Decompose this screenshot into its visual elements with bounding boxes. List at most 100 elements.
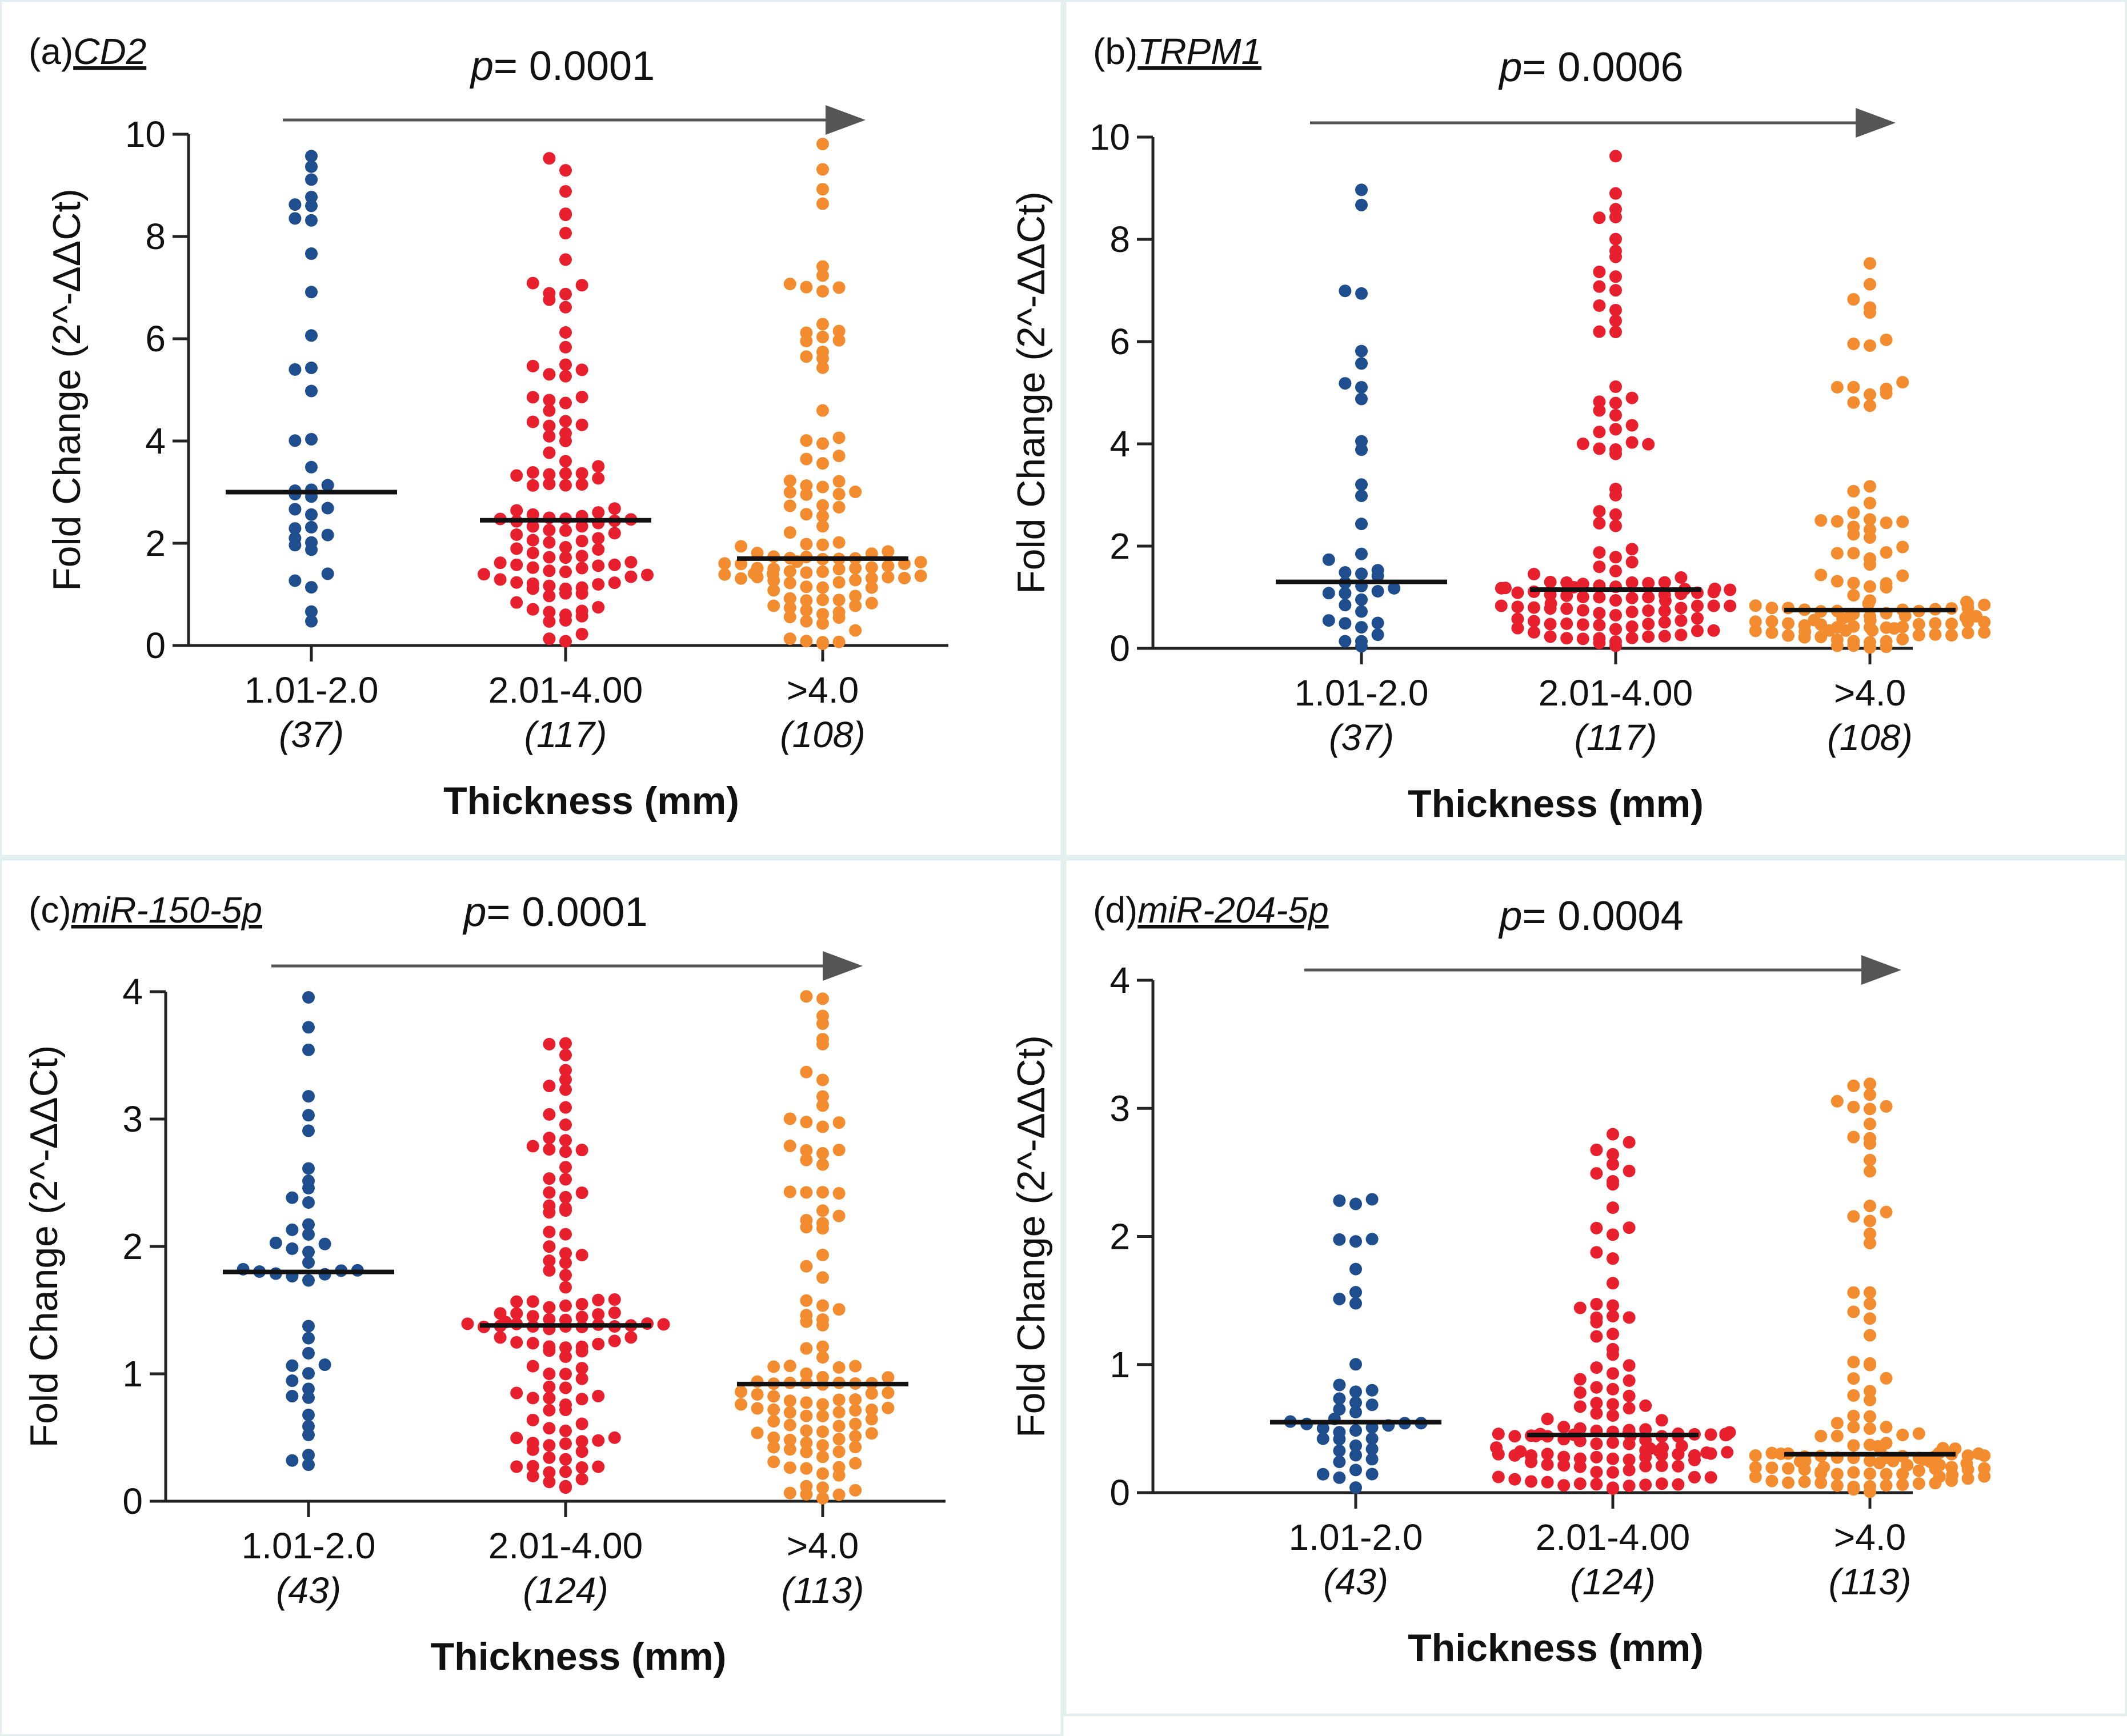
data-point-red xyxy=(1623,1359,1636,1372)
data-point-red xyxy=(543,606,556,619)
data-point-red xyxy=(543,1404,556,1417)
data-point-blue xyxy=(302,1109,315,1122)
data-point-red xyxy=(1607,1466,1619,1479)
data-point-orange xyxy=(816,1425,829,1438)
data-point-red xyxy=(526,1140,539,1153)
data-point-orange xyxy=(1830,380,1844,394)
data-point-red xyxy=(1607,1158,1619,1171)
data-point-red xyxy=(559,287,572,300)
data-point-orange xyxy=(849,1430,862,1443)
data-point-orange xyxy=(816,1351,829,1364)
p-value-label: p= 0.0006 xyxy=(1498,45,1683,90)
data-point-red xyxy=(1642,630,1655,643)
data-point-red xyxy=(1593,516,1606,530)
y-tick-label: 0 xyxy=(122,1481,143,1522)
data-point-orange xyxy=(832,324,846,338)
data-point-red xyxy=(575,467,588,480)
y-tick-label: 0 xyxy=(1109,628,1130,669)
data-point-orange xyxy=(1774,1447,1788,1460)
data-point-red xyxy=(526,391,539,404)
data-point-red xyxy=(526,479,539,492)
data-point-blue xyxy=(1349,1235,1362,1248)
data-point-red xyxy=(575,1310,588,1324)
data-point-red xyxy=(1607,1342,1619,1356)
data-point-orange xyxy=(1912,618,1925,631)
data-point-orange xyxy=(1949,1442,1962,1456)
data-point-orange xyxy=(816,183,829,196)
data-point-blue xyxy=(1333,1471,1346,1484)
data-point-orange xyxy=(816,992,829,1005)
data-point-red xyxy=(559,524,572,537)
data-point-red xyxy=(494,573,507,586)
data-point-red xyxy=(1623,1311,1636,1324)
data-point-blue xyxy=(1365,1442,1379,1456)
data-point-orange xyxy=(1961,626,1974,639)
data-point-red xyxy=(1609,314,1622,327)
data-point-orange xyxy=(816,520,829,533)
group-n-label: (108) xyxy=(780,714,865,755)
data-point-red xyxy=(543,1225,556,1238)
x-axis-label: Thickness (mm) xyxy=(443,779,739,823)
data-point-orange xyxy=(783,611,796,624)
data-point-red xyxy=(1573,1477,1587,1490)
data-point-orange xyxy=(1847,484,1860,498)
data-point-red xyxy=(559,1064,572,1077)
x-tick-label: 1.01-2.0 xyxy=(1289,1517,1423,1558)
data-point-red xyxy=(1623,1389,1636,1402)
data-point-red xyxy=(1691,612,1704,625)
data-point-red xyxy=(1672,1460,1685,1473)
data-point-orange xyxy=(800,1445,813,1458)
data-point-red xyxy=(1642,604,1655,617)
data-point-orange xyxy=(816,636,829,649)
data-point-red xyxy=(543,1422,556,1435)
data-point-red xyxy=(592,1460,605,1473)
data-point-red xyxy=(575,1445,588,1458)
data-point-blue xyxy=(1322,587,1335,600)
data-point-orange xyxy=(1912,1427,1925,1440)
data-point-blue xyxy=(1333,1444,1346,1457)
data-point-orange xyxy=(816,1299,829,1312)
data-point-red xyxy=(543,615,556,628)
data-point-orange xyxy=(1864,552,1876,565)
data-point-red xyxy=(559,1480,572,1493)
data-point-orange xyxy=(800,1480,813,1493)
data-point-orange xyxy=(816,1439,829,1452)
data-point-orange xyxy=(849,1441,862,1454)
data-point-red xyxy=(1573,1400,1587,1413)
data-point-blue xyxy=(1349,1297,1362,1310)
data-point-red xyxy=(494,1307,507,1320)
data-point-orange xyxy=(882,560,895,573)
data-point-orange xyxy=(1847,1439,1860,1452)
data-point-red xyxy=(1590,1397,1603,1410)
data-point-orange xyxy=(1765,602,1778,615)
data-point-orange xyxy=(783,278,796,291)
data-point-red xyxy=(559,370,572,383)
data-point-red xyxy=(1544,618,1557,631)
data-point-red xyxy=(1492,1428,1505,1441)
data-point-red xyxy=(559,1048,572,1061)
data-point-red xyxy=(510,469,523,482)
data-point-red xyxy=(1508,1430,1521,1443)
y-tick-label: 1 xyxy=(122,1353,143,1394)
data-point-orange xyxy=(816,284,829,298)
data-point-red xyxy=(1560,576,1573,589)
data-point-orange xyxy=(718,557,731,570)
data-point-orange xyxy=(832,563,846,576)
data-point-orange xyxy=(1814,568,1828,582)
data-point-orange xyxy=(735,1398,747,1411)
data-point-red xyxy=(1573,1386,1587,1399)
data-point-blue xyxy=(305,605,318,618)
data-point-orange xyxy=(1864,496,1876,510)
data-point-red xyxy=(559,1145,572,1158)
data-point-blue xyxy=(302,1367,315,1380)
data-point-red xyxy=(559,1437,572,1450)
chart-panel-trpm1: (b)TRPM1 p= 0.0006 0 2 4 6 8 10 Fold Change (2^-… xyxy=(1010,0,2127,858)
data-point-orange xyxy=(1765,615,1778,628)
data-point-blue xyxy=(289,522,302,535)
group-n-label: (113) xyxy=(1829,1561,1912,1602)
data-point-orange xyxy=(1830,1468,1844,1481)
data-point-orange xyxy=(1961,597,1974,610)
data-point-red xyxy=(1623,1221,1636,1234)
data-point-orange xyxy=(1847,547,1860,560)
data-point-red xyxy=(526,1413,539,1426)
